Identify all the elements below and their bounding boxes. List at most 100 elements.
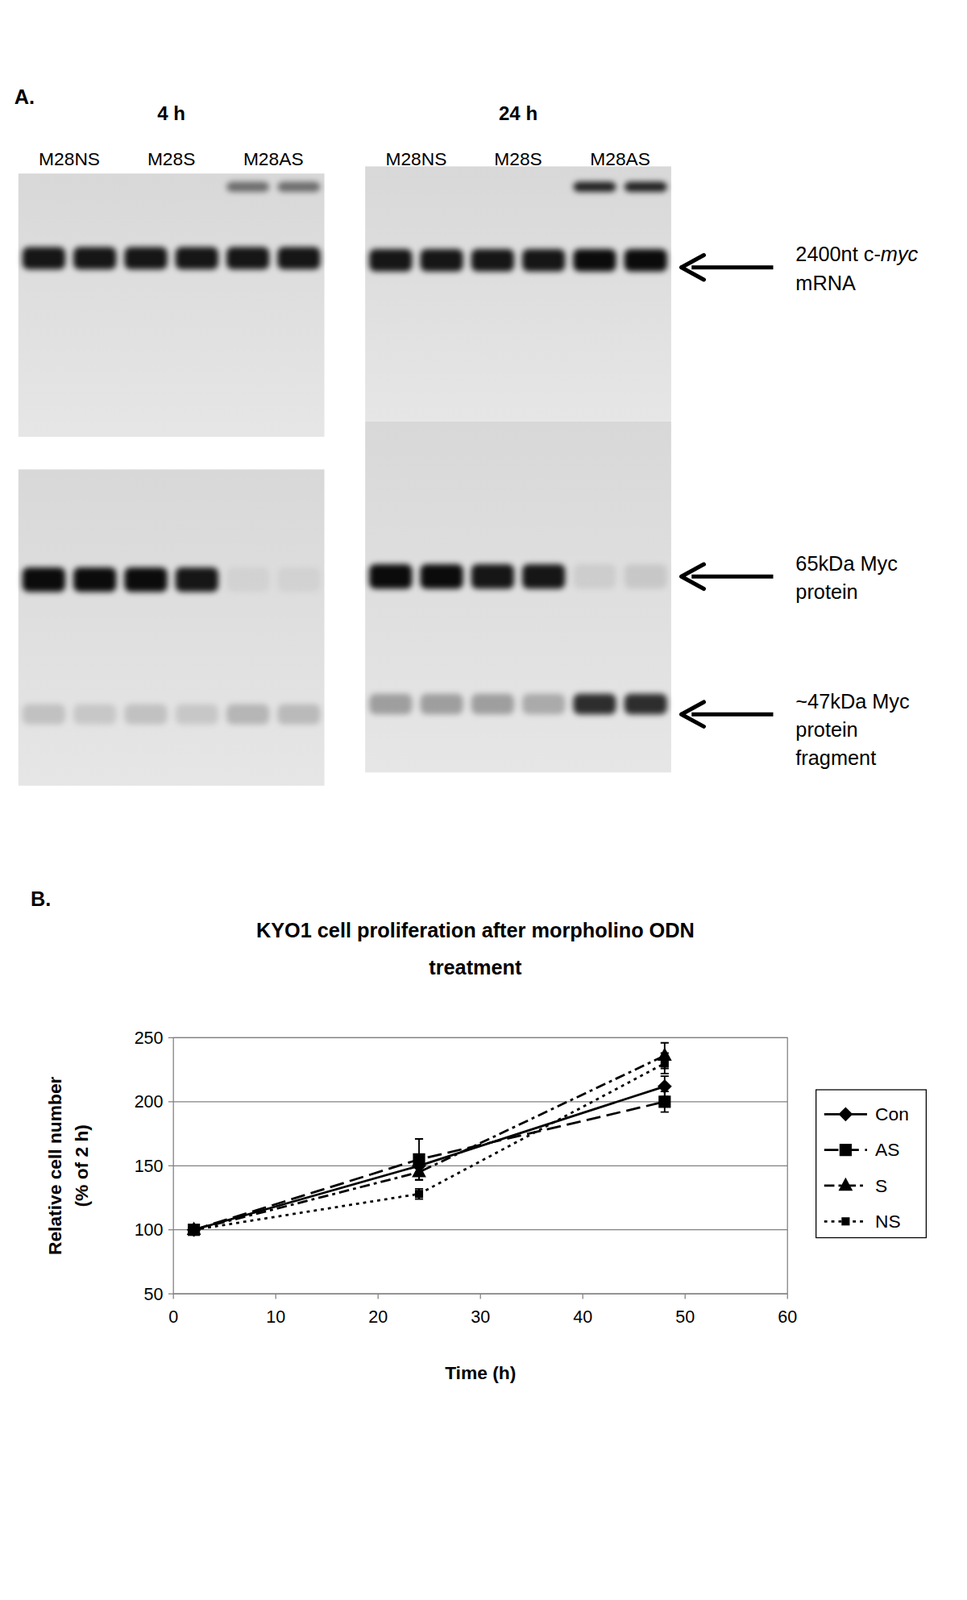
lane-label: M28S (493, 148, 542, 170)
blot-rna (365, 166, 672, 421)
band (124, 181, 167, 192)
data-point (415, 1189, 424, 1198)
band (226, 181, 270, 192)
band (124, 246, 167, 270)
x-tick-label: 10 (265, 1307, 286, 1327)
marker-label: ~47kDa Myc (795, 689, 909, 713)
y-axis-label: Relative cell number (44, 1075, 66, 1255)
band (73, 704, 117, 725)
legend-marker (841, 1216, 850, 1225)
band (471, 249, 515, 272)
error-bar (190, 1225, 199, 1234)
band (124, 567, 167, 592)
band (471, 564, 515, 589)
band (369, 564, 412, 589)
x-axis-label: Time (h) (444, 1361, 516, 1383)
series-line (194, 1062, 665, 1230)
band (624, 181, 668, 192)
lane-label: M28S (147, 148, 196, 170)
y-tick (168, 1293, 174, 1295)
band (73, 246, 117, 270)
marker-text: protein (795, 717, 858, 741)
marker-text: mRNA (795, 271, 856, 295)
band (624, 693, 668, 714)
chart-title: treatment (428, 955, 523, 979)
arrow-head (681, 701, 705, 727)
x-tick (684, 1293, 686, 1299)
data-point (658, 1095, 671, 1108)
x-tick-label: 40 (572, 1307, 593, 1327)
lane-label: M28AS (589, 148, 651, 170)
band (22, 704, 66, 725)
band (124, 704, 167, 725)
legend-label: Con (875, 1103, 909, 1125)
arrow-shaft (691, 265, 773, 270)
band (22, 181, 66, 192)
band (624, 564, 668, 589)
band (369, 181, 412, 192)
arrow-shaft (691, 712, 773, 717)
band (624, 249, 668, 272)
data-point (412, 1153, 425, 1166)
x-tick (480, 1293, 482, 1299)
y-tick-label: 100 (134, 1220, 164, 1240)
lane-label: M28AS (243, 148, 304, 170)
x-tick-label: 0 (168, 1307, 179, 1327)
y-axis-label: (% of 2 h) (70, 1124, 92, 1207)
x-tick (275, 1293, 277, 1299)
band (226, 246, 270, 270)
x-tick (173, 1293, 175, 1299)
marker-label: fragment (795, 746, 876, 769)
arrow-head (681, 255, 705, 280)
band (369, 693, 412, 714)
grid-line (173, 1228, 788, 1230)
series-line (194, 1086, 665, 1230)
band (277, 704, 320, 725)
plot-frame (173, 1037, 788, 1294)
figure: A.4 hM28NSM28SM28AS24 hM28NSM28SM28AS240… (0, 0, 967, 1600)
x-tick-label: 30 (470, 1307, 490, 1327)
y-tick (168, 1037, 174, 1038)
band (22, 567, 66, 592)
band (22, 246, 66, 270)
band (175, 246, 219, 270)
band (420, 181, 464, 192)
data-point (411, 1163, 427, 1177)
y-tick (168, 1165, 174, 1167)
marker-text: protein (795, 580, 858, 603)
x-tick-label: 20 (368, 1307, 388, 1327)
error-bar (660, 1053, 669, 1074)
band (522, 181, 565, 192)
marker-text: 65kDa Myc (795, 551, 898, 575)
legend-marker (838, 1107, 854, 1122)
panel-label: A. (14, 85, 35, 108)
band (226, 567, 270, 592)
band (420, 249, 464, 272)
marker-label: 65kDa Myc (795, 551, 898, 575)
band (471, 693, 515, 714)
legend-marker (839, 1143, 852, 1156)
data-point (190, 1225, 199, 1234)
legend-label: NS (875, 1210, 901, 1232)
time-label: 24 h (498, 102, 538, 125)
grid-line (173, 1100, 788, 1102)
marker-label: protein (795, 580, 858, 603)
band (277, 181, 320, 192)
arrow-head (681, 564, 705, 589)
marker-text: myc (880, 242, 919, 266)
legend-box (816, 1089, 927, 1238)
band (226, 704, 270, 725)
y-tick-label: 150 (134, 1156, 164, 1176)
arrow-shaft (691, 574, 773, 579)
x-tick-label: 50 (675, 1307, 695, 1327)
marker-text: ~47kDa Myc (795, 689, 909, 713)
data-point (660, 1058, 669, 1067)
legend-marker (838, 1177, 854, 1191)
marker-label: mRNA (795, 271, 856, 295)
marker-label: 2400nt c-myc (795, 242, 918, 266)
band (522, 564, 565, 589)
time-label: 4 h (157, 102, 186, 125)
error-bar (415, 1188, 424, 1200)
band (369, 249, 412, 272)
band (420, 564, 464, 589)
